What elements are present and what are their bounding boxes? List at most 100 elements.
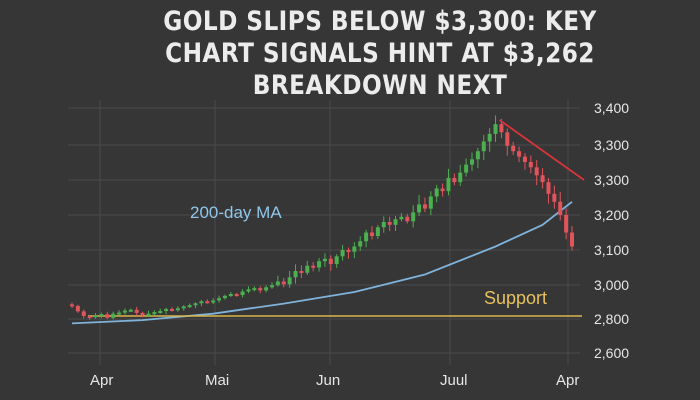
- candle: [399, 213, 404, 222]
- candle: [352, 242, 357, 259]
- y-tick-label: 2,600: [594, 345, 629, 361]
- y-axis-ticks: 3,400 3,300 3,300 3,200 3,100 3,000 2,800 2,600: [594, 100, 629, 361]
- candle-body: [128, 309, 133, 312]
- candle: [317, 258, 322, 272]
- y-tick-label: 3,300: [594, 172, 629, 188]
- candle: [287, 270, 292, 288]
- candle: [405, 213, 410, 224]
- candle: [534, 160, 539, 186]
- candle: [293, 264, 298, 284]
- candle-body: [546, 182, 551, 194]
- candle-body: [252, 288, 257, 291]
- candle-body: [481, 141, 486, 152]
- candle: [175, 306, 180, 312]
- y-tick-label: 3,300: [594, 137, 629, 153]
- candle-body: [211, 300, 216, 303]
- candle-body: [140, 312, 145, 316]
- candle: [364, 229, 369, 248]
- candle: [334, 254, 339, 268]
- candle: [552, 185, 557, 209]
- candle: [264, 285, 269, 293]
- candle-body: [275, 281, 280, 286]
- candle: [434, 184, 439, 203]
- candle: [387, 216, 392, 232]
- candle: [528, 155, 533, 174]
- candle: [81, 309, 86, 319]
- candle: [417, 194, 422, 217]
- candle-body: [205, 301, 210, 304]
- candle-body: [534, 167, 539, 176]
- candle-body: [499, 124, 504, 133]
- candle: [270, 282, 274, 289]
- candle-body: [270, 285, 274, 288]
- candle: [458, 164, 463, 186]
- candle-body: [87, 316, 92, 318]
- candle-body: [117, 312, 122, 315]
- candle-body: [305, 265, 310, 273]
- candle: [375, 225, 380, 239]
- candle: [228, 292, 233, 297]
- x-axis-ticks: Apr Mai Jun Juul Apr: [90, 372, 579, 389]
- candle: [217, 295, 222, 303]
- candle: [475, 147, 480, 169]
- candle-body: [193, 303, 198, 306]
- candle-body: [505, 132, 510, 146]
- y-tick-label: 3,200: [594, 207, 629, 223]
- candle-body: [358, 241, 363, 247]
- x-tick-label: Juul: [440, 372, 468, 389]
- candle-body: [264, 287, 269, 291]
- candle: [522, 153, 527, 170]
- candle: [546, 178, 551, 204]
- candle: [393, 215, 398, 231]
- candle: [564, 208, 569, 240]
- candle: [275, 275, 280, 287]
- candle: [305, 260, 310, 275]
- candle-body: [246, 289, 251, 292]
- candle: [181, 305, 186, 311]
- x-tick-label: Apr: [556, 372, 579, 389]
- candle-body: [552, 193, 557, 202]
- x-tick-label: Apr: [90, 372, 113, 389]
- candle: [428, 191, 433, 216]
- candle-body: [152, 312, 157, 315]
- candle: [370, 226, 374, 240]
- support-label: Support: [484, 288, 547, 308]
- moving-average-layer: [71, 201, 573, 325]
- candle: [87, 314, 92, 320]
- candle-body: [387, 222, 392, 225]
- headline-line-2: CHART SIGNALS HINT AT $3,262: [165, 38, 595, 69]
- moving-average-label: 200-day MA: [190, 203, 282, 222]
- candle: [134, 306, 139, 316]
- candle-body: [105, 314, 110, 318]
- candle: [340, 245, 345, 261]
- candle-body: [511, 145, 516, 152]
- candle: [299, 265, 304, 278]
- candle: [322, 253, 327, 267]
- candle: [517, 146, 522, 163]
- x-tick-label: Mai: [205, 372, 229, 389]
- candle-body: [352, 246, 357, 252]
- candle: [481, 134, 486, 161]
- trend-layer: [499, 119, 585, 181]
- candle-body: [452, 177, 457, 183]
- candle: [140, 311, 145, 318]
- candle: [328, 255, 333, 271]
- candle-body: [134, 309, 139, 313]
- candle: [358, 236, 363, 251]
- candle-body: [258, 288, 263, 291]
- candle-body: [558, 201, 563, 215]
- candle: [99, 312, 104, 319]
- candle-body: [434, 188, 439, 197]
- resistance-trend-line: [499, 119, 585, 181]
- y-tick-label: 3,000: [594, 277, 629, 293]
- candle: [240, 289, 245, 298]
- candle: [205, 299, 210, 304]
- chart-headline: GOLD SLIPS BELOW $3,300: KEY CHART SIGNA…: [113, 6, 646, 102]
- candle-body: [464, 164, 469, 173]
- candle-body: [422, 204, 427, 209]
- candle-body: [93, 315, 98, 318]
- candle-body: [158, 311, 163, 314]
- candle-body: [540, 175, 545, 183]
- candle-body: [405, 216, 410, 222]
- candle-body: [458, 172, 463, 183]
